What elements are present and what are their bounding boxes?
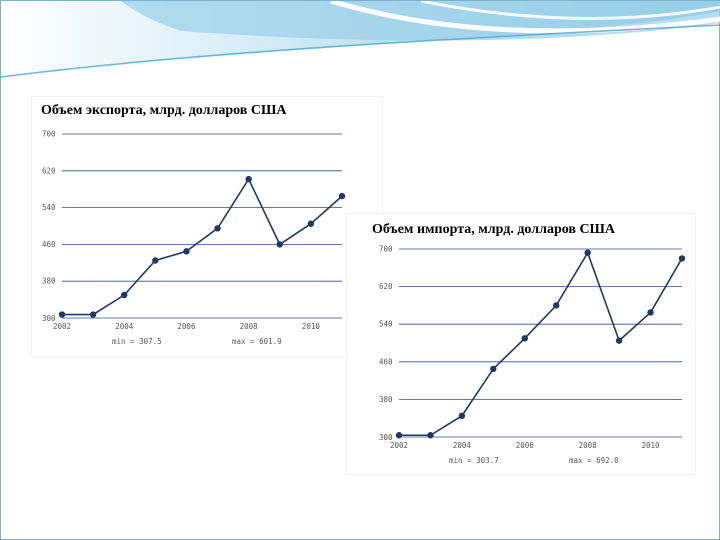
min-label: min = 303.7 xyxy=(449,456,499,465)
export-chart-title: Объем экспорта, млрд. долларов США xyxy=(41,103,287,118)
banner-stripe-white-1 xyxy=(330,1,720,34)
y-tick-label: 460 xyxy=(379,357,393,366)
y-tick-label: 380 xyxy=(379,395,393,404)
data-point xyxy=(214,225,221,232)
series-line xyxy=(62,177,343,316)
data-point xyxy=(521,335,528,342)
data-point xyxy=(395,432,403,439)
x-tick-label: 2002 xyxy=(53,322,71,331)
data-point xyxy=(615,337,623,344)
x-tick-label: 2008 xyxy=(579,441,598,450)
max-label: max = 692.0 xyxy=(569,456,619,465)
data-point xyxy=(338,192,346,200)
y-tick-label: 540 xyxy=(42,203,56,212)
data-point xyxy=(121,291,128,299)
data-point xyxy=(458,412,466,420)
import-chart-title: Объем импорта, млрд. долларов США xyxy=(372,222,616,237)
y-tick-label: 460 xyxy=(42,240,56,249)
x-tick-label: 2002 xyxy=(390,441,408,450)
import-chart-panel: Объем импорта, млрд. долларов США 300 380… xyxy=(346,213,696,475)
data-point xyxy=(427,432,434,439)
data-point xyxy=(152,257,159,264)
y-tick-label: 620 xyxy=(42,166,56,175)
decorative-banner xyxy=(1,1,720,79)
import-chart: 300 380 460 540 620 700 2002 2004 2006 2008 2010 mi… xyxy=(379,245,686,465)
data-point xyxy=(89,311,97,318)
x-tick-label: 2010 xyxy=(642,441,661,450)
x-tick-label: 2010 xyxy=(302,322,321,331)
data-point xyxy=(183,248,190,255)
banner-stripe-dark xyxy=(1,24,720,78)
data-point xyxy=(553,302,560,309)
y-tick-label: 700 xyxy=(42,130,56,139)
data-point xyxy=(307,220,315,227)
x-tick-label: 2006 xyxy=(177,322,196,331)
data-point xyxy=(647,309,654,316)
export-chart: 300 380 460 540 620 700 2002 2004 2006 2008 2010 mi… xyxy=(42,130,346,346)
max-label: max = 601.9 xyxy=(232,337,282,346)
data-point xyxy=(58,311,66,318)
series-line xyxy=(399,250,683,437)
y-tick-label: 380 xyxy=(42,277,56,286)
x-tick-label: 2004 xyxy=(115,322,134,331)
y-tick-label: 620 xyxy=(379,282,393,291)
min-label: min = 307.5 xyxy=(112,337,162,346)
y-tick-label: 700 xyxy=(379,245,393,254)
data-point xyxy=(678,255,686,262)
data-point xyxy=(245,175,252,183)
x-tick-label: 2006 xyxy=(516,441,535,450)
banner-stripe-white-2 xyxy=(420,1,720,20)
export-chart-panel: Объем экспорта, млрд. долларов США 300 38… xyxy=(31,96,383,358)
x-tick-label: 2004 xyxy=(453,441,472,450)
data-point xyxy=(490,365,497,373)
data-point xyxy=(584,249,591,256)
y-tick-label: 300 xyxy=(42,314,56,323)
y-tick-label: 540 xyxy=(379,320,393,329)
x-tick-label: 2008 xyxy=(240,322,259,331)
data-point xyxy=(276,241,283,248)
y-tick-label: 300 xyxy=(379,433,393,442)
